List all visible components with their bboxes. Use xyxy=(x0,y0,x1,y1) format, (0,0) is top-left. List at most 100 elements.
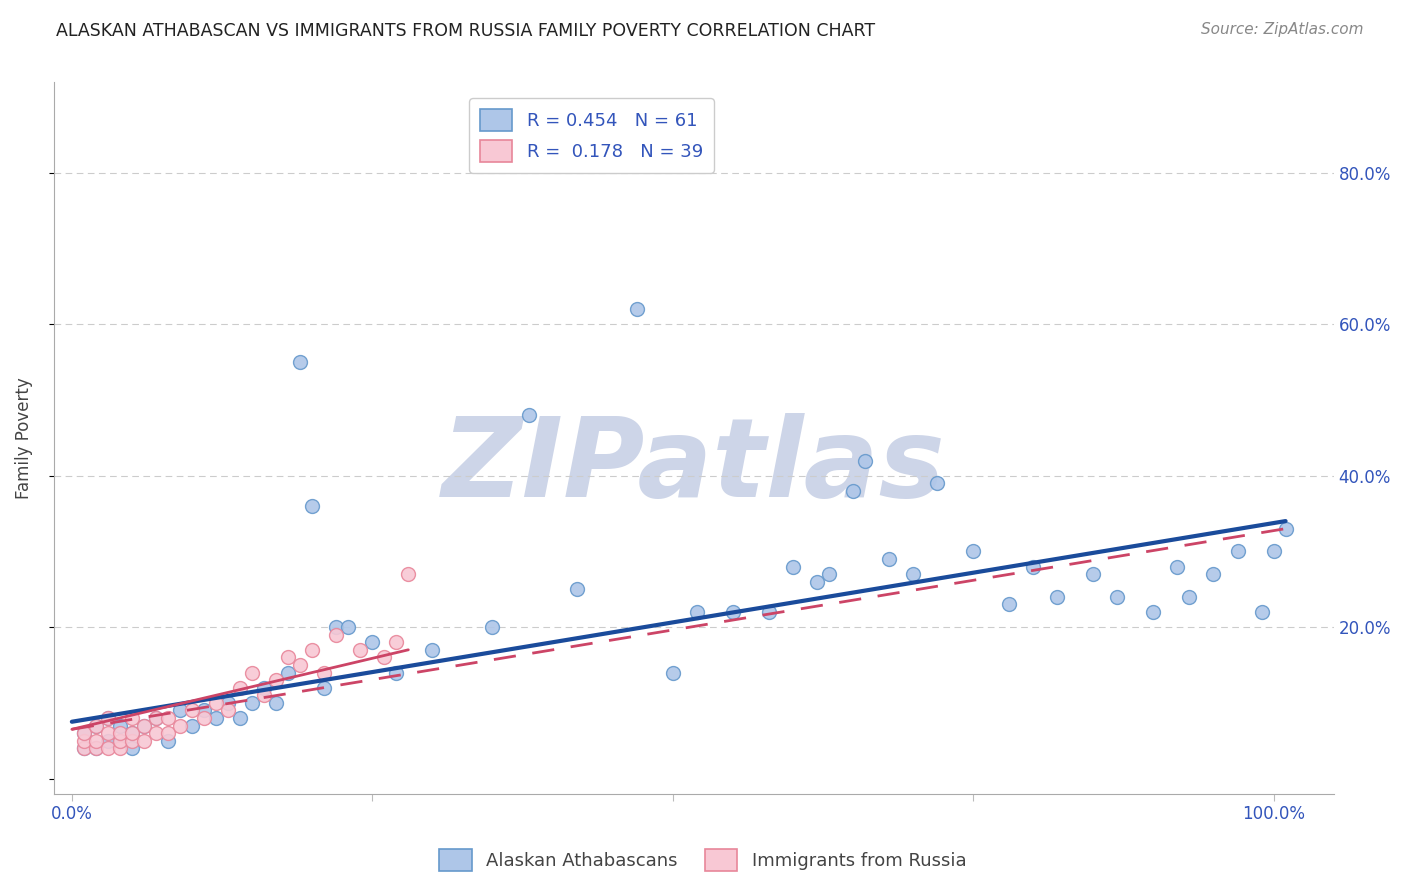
Point xyxy=(84,733,107,747)
Point xyxy=(962,544,984,558)
Point xyxy=(1107,590,1129,604)
Point xyxy=(1166,559,1188,574)
Point xyxy=(264,696,287,710)
Point xyxy=(901,567,924,582)
Point xyxy=(337,620,360,634)
Point xyxy=(73,726,96,740)
Point xyxy=(314,665,336,680)
Point xyxy=(156,726,179,740)
Point xyxy=(301,642,323,657)
Point xyxy=(758,605,780,619)
Point xyxy=(73,741,96,756)
Point xyxy=(97,726,120,740)
Point xyxy=(97,741,120,756)
Point xyxy=(132,718,155,732)
Point xyxy=(782,559,804,574)
Point xyxy=(169,718,191,732)
Legend: R = 0.454   N = 61, R =  0.178   N = 39: R = 0.454 N = 61, R = 0.178 N = 39 xyxy=(470,98,714,173)
Point xyxy=(145,711,167,725)
Point xyxy=(229,681,252,695)
Point xyxy=(806,574,828,589)
Y-axis label: Family Poverty: Family Poverty xyxy=(15,377,32,499)
Point xyxy=(721,605,744,619)
Point xyxy=(396,567,419,582)
Point xyxy=(217,696,239,710)
Point xyxy=(264,673,287,687)
Point xyxy=(145,726,167,740)
Point xyxy=(205,711,228,725)
Point xyxy=(121,741,143,756)
Point xyxy=(108,718,131,732)
Point xyxy=(385,635,408,649)
Point xyxy=(565,582,588,597)
Point xyxy=(277,650,299,665)
Point xyxy=(97,711,120,725)
Point xyxy=(361,635,384,649)
Point xyxy=(385,665,408,680)
Point xyxy=(73,741,96,756)
Point xyxy=(1263,544,1285,558)
Point xyxy=(240,696,263,710)
Point xyxy=(626,301,648,316)
Point xyxy=(108,733,131,747)
Legend: Alaskan Athabascans, Immigrants from Russia: Alaskan Athabascans, Immigrants from Rus… xyxy=(432,842,974,879)
Point xyxy=(240,665,263,680)
Point xyxy=(818,567,841,582)
Point xyxy=(121,711,143,725)
Point xyxy=(193,711,215,725)
Point xyxy=(108,741,131,756)
Point xyxy=(108,733,131,747)
Point xyxy=(181,703,204,717)
Point xyxy=(253,688,276,702)
Point xyxy=(373,650,395,665)
Point xyxy=(686,605,709,619)
Point xyxy=(132,718,155,732)
Point xyxy=(193,703,215,717)
Point xyxy=(84,741,107,756)
Point xyxy=(853,453,876,467)
Text: Source: ZipAtlas.com: Source: ZipAtlas.com xyxy=(1201,22,1364,37)
Point xyxy=(842,483,865,498)
Point xyxy=(325,620,347,634)
Point xyxy=(877,552,900,566)
Point xyxy=(1022,559,1045,574)
Point xyxy=(84,718,107,732)
Point xyxy=(121,726,143,740)
Point xyxy=(314,681,336,695)
Point xyxy=(1178,590,1201,604)
Text: ALASKAN ATHABASCAN VS IMMIGRANTS FROM RUSSIA FAMILY POVERTY CORRELATION CHART: ALASKAN ATHABASCAN VS IMMIGRANTS FROM RU… xyxy=(56,22,876,40)
Point xyxy=(97,733,120,747)
Point xyxy=(84,718,107,732)
Text: ZIPatlas: ZIPatlas xyxy=(441,413,946,520)
Point xyxy=(73,726,96,740)
Point xyxy=(132,733,155,747)
Point xyxy=(181,718,204,732)
Point xyxy=(229,711,252,725)
Point xyxy=(1083,567,1105,582)
Point xyxy=(205,696,228,710)
Point xyxy=(325,628,347,642)
Point xyxy=(517,408,540,422)
Point xyxy=(1226,544,1249,558)
Point xyxy=(349,642,371,657)
Point xyxy=(253,681,276,695)
Point xyxy=(156,733,179,747)
Point xyxy=(121,733,143,747)
Point xyxy=(288,355,311,369)
Point xyxy=(301,499,323,513)
Point xyxy=(277,665,299,680)
Point xyxy=(1274,522,1296,536)
Point xyxy=(1046,590,1069,604)
Point xyxy=(73,733,96,747)
Point xyxy=(169,703,191,717)
Point xyxy=(1142,605,1164,619)
Point xyxy=(217,703,239,717)
Point xyxy=(288,657,311,672)
Point xyxy=(661,665,683,680)
Point xyxy=(998,598,1021,612)
Point xyxy=(422,642,444,657)
Point xyxy=(925,476,948,491)
Point xyxy=(156,711,179,725)
Point xyxy=(481,620,503,634)
Point xyxy=(121,726,143,740)
